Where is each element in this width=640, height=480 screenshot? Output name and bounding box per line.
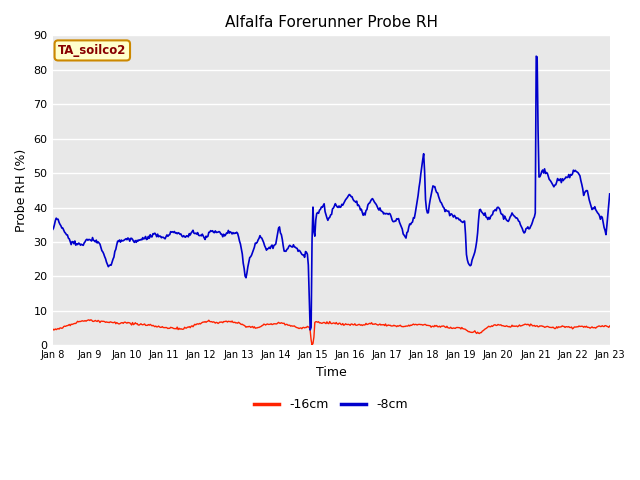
Title: Alfalfa Forerunner Probe RH: Alfalfa Forerunner Probe RH <box>225 15 438 30</box>
Legend: -16cm, -8cm: -16cm, -8cm <box>250 394 413 417</box>
X-axis label: Time: Time <box>316 366 346 379</box>
Y-axis label: Probe RH (%): Probe RH (%) <box>15 149 28 232</box>
Text: TA_soilco2: TA_soilco2 <box>58 44 127 57</box>
